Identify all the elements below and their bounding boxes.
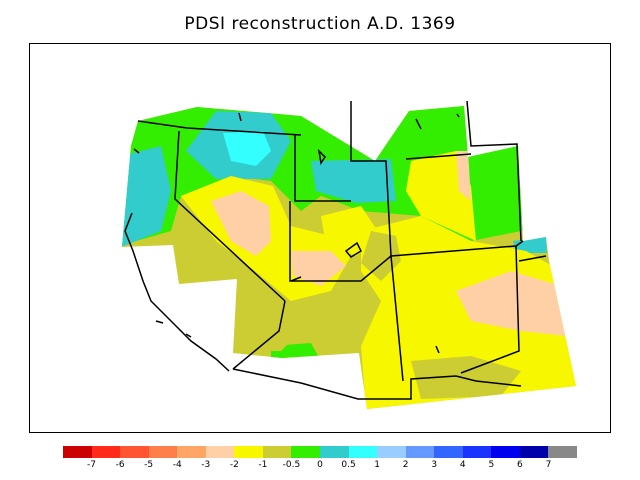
wet-zone-idaho-core xyxy=(223,131,271,166)
nebraska-border xyxy=(405,153,472,160)
map-title: PDSI reconstruction A.D. 1369 xyxy=(184,14,456,34)
legend-tick-label: -1 xyxy=(258,460,268,470)
legend-tick-label: -5 xyxy=(144,460,154,470)
moist-zone-kansas-edge xyxy=(513,237,547,253)
legend-tick-label: 2 xyxy=(402,460,409,470)
mild-dry-southwest xyxy=(237,291,301,351)
legend-tick-label: -6 xyxy=(115,460,125,470)
california-nevada-border xyxy=(174,130,286,302)
legend-swatch xyxy=(348,446,378,458)
utah-border xyxy=(289,201,392,282)
legend-swatch xyxy=(234,446,264,458)
map-frame xyxy=(29,43,611,433)
legend-swatch xyxy=(91,446,121,458)
us-canada-border xyxy=(137,120,302,136)
legend-swatch xyxy=(462,446,492,458)
channel-islands xyxy=(155,320,192,338)
lake-mead xyxy=(290,276,302,282)
moderate-dry-new-mexico xyxy=(456,271,566,336)
pdsi-contour-field xyxy=(122,106,576,409)
mexico-border xyxy=(232,368,522,400)
legend-swatch xyxy=(148,446,178,458)
legend-swatch xyxy=(519,446,549,458)
legend-swatch xyxy=(491,446,521,458)
yellowstone-lake xyxy=(317,148,326,165)
oklahoma-border xyxy=(518,255,547,262)
puget-sound xyxy=(133,148,140,154)
texas-border xyxy=(460,245,520,374)
moderate-dry-nevada xyxy=(211,191,271,256)
legend-tick-label: -0.5 xyxy=(282,460,301,470)
legend-swatch xyxy=(548,446,578,458)
moderate-dry-utah xyxy=(291,251,346,286)
moist-zone-oregon xyxy=(122,146,171,247)
water-features xyxy=(133,112,460,354)
moderate-dry-nebraska-edge xyxy=(456,151,471,201)
legend-swatch xyxy=(320,446,350,458)
legend-tick-label: -7 xyxy=(87,460,97,470)
idaho-montana-border xyxy=(294,135,351,202)
dry-zone-utah-north xyxy=(321,206,381,256)
moist-zone-wyoming xyxy=(311,159,396,203)
colorado-river-border xyxy=(232,300,286,370)
legend-tick-label: 4 xyxy=(459,460,466,470)
legend-tick-label: 6 xyxy=(517,460,523,470)
lake-sakakawea xyxy=(415,113,460,130)
legend-swatch xyxy=(377,446,407,458)
legend-tick-label: 5 xyxy=(488,460,495,470)
legend-swatch xyxy=(205,446,235,458)
wyoming-border xyxy=(350,101,392,257)
legend-swatch xyxy=(405,446,435,458)
legend-tick-label: 7 xyxy=(545,460,552,470)
legend-swatch xyxy=(262,446,292,458)
flathead-lake xyxy=(238,112,242,122)
legend-swatch xyxy=(120,446,150,458)
legend-swatch xyxy=(434,446,464,458)
legend-tick-label: 1 xyxy=(374,460,380,470)
legend-tick-label: 0.5 xyxy=(341,460,356,470)
legend-tick-label: 3 xyxy=(431,460,438,470)
legend-swatch xyxy=(63,446,93,458)
new-mexico-east-border xyxy=(390,255,404,382)
color-legend xyxy=(63,446,578,458)
legend-tick-label: 0 xyxy=(317,460,323,470)
legend-swatch xyxy=(291,446,321,458)
legend-tick-label: -2 xyxy=(229,460,239,470)
legend-tick-label: -3 xyxy=(201,460,211,470)
mild-dry-texas xyxy=(411,356,521,399)
legend-swatch xyxy=(177,446,207,458)
pdsi-map xyxy=(122,100,576,409)
state-boundaries xyxy=(124,100,547,400)
north-dakota-border xyxy=(466,100,522,242)
legend-tick-label: -4 xyxy=(172,460,182,470)
reservoir-new-mexico xyxy=(435,345,440,354)
great-salt-lake xyxy=(344,241,362,258)
coastline xyxy=(124,212,230,372)
